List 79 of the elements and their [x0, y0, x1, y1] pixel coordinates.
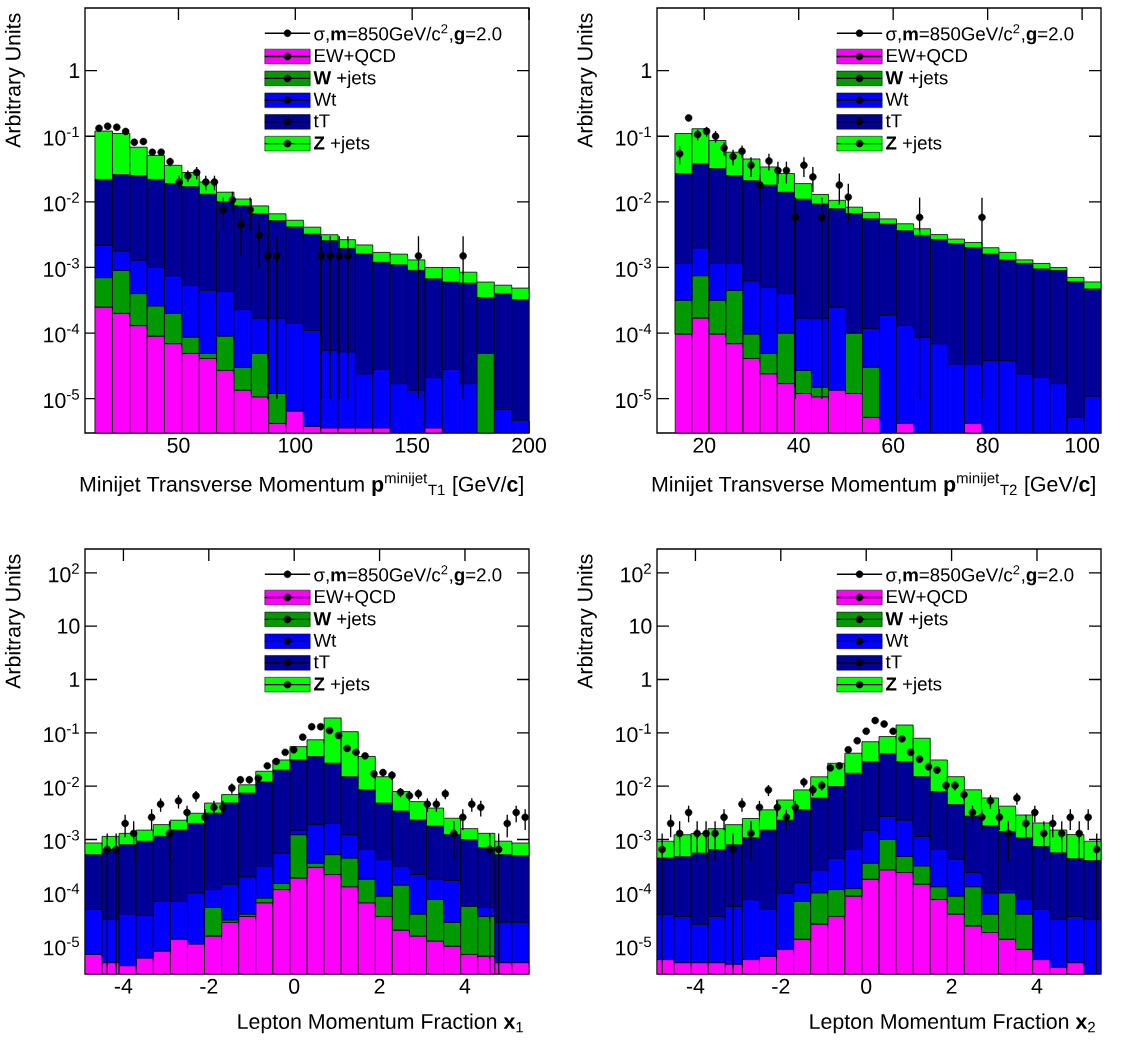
- x-tick-label: 150: [396, 437, 430, 453]
- x-tick-label: 40: [787, 437, 810, 453]
- legend-label: EW+QCD: [887, 48, 968, 66]
- x-tick-label: -2: [200, 978, 218, 994]
- legend-label: σ,m=850GeV/c$^{2}$,g=2.0: [886, 24, 1074, 45]
- legend-label: Wt: [313, 92, 337, 106]
- x-axis-title: Minijet Transverse Momentum p$^{minijet}$$_{T2}$ [GeV/c]: [652, 472, 1095, 496]
- legend-label: σ,m=850GeV/c$^{2}$,g=2.0: [314, 565, 502, 586]
- legend-label: EW+QCD: [315, 589, 396, 607]
- y-tick-label: 10$^{-2}$: [44, 192, 79, 212]
- legend-label: Wt: [885, 92, 909, 106]
- legend-label: σ,m=850GeV/c$^{2}$,g=2.0: [886, 565, 1074, 586]
- y-tick-label: 10$^{-3}$: [44, 829, 79, 849]
- y-tick-label: 10$^{-4}$: [44, 883, 80, 903]
- legend-label: tT: [885, 114, 902, 128]
- y-tick-label: 10$^{-4}$: [44, 323, 80, 343]
- legend-label: EW+QCD: [887, 589, 968, 607]
- x-tick-label: 80: [976, 437, 999, 453]
- x-tick-label: 0: [861, 978, 872, 994]
- y-tick-label: 10$^{-5}$: [44, 389, 79, 409]
- y-tick-label: 10$^{-1}$: [616, 723, 651, 743]
- x-tick-label: 0: [289, 978, 300, 994]
- legend-label: σ,m=850GeV/c$^{2}$,g=2.0: [314, 24, 502, 45]
- legend-label: W +jets: [885, 611, 948, 630]
- y-tick-label: 10$^{-5}$: [44, 936, 79, 956]
- y-tick-label: 10: [630, 618, 652, 634]
- y-axis-title: Arbitrary Units: [576, 554, 597, 689]
- y-tick-label: 10$^{-2}$: [44, 776, 79, 796]
- y-tick-label: 10$^{-5}$: [616, 936, 651, 956]
- legend-label: Z +jets: [314, 676, 370, 695]
- y-tick-label: 10$^{-1}$: [616, 126, 651, 146]
- x-tick-label: 4: [459, 978, 471, 994]
- legend-label: W +jets: [313, 70, 376, 89]
- x-tick-label: 2: [946, 978, 957, 994]
- y-tick-label: 10: [58, 618, 80, 634]
- x-tick-label: 100: [1065, 437, 1100, 453]
- y-axis-title: Arbitrary Units: [4, 554, 25, 689]
- y-tick-label: 1: [70, 672, 80, 687]
- y-tick-label: 10$^{-3}$: [44, 257, 79, 277]
- y-tick-label: 10$^{-3}$: [616, 257, 651, 277]
- x-tick-label: 2: [374, 978, 385, 994]
- legend-label: EW+QCD: [315, 48, 396, 66]
- legend-label: tT: [885, 655, 902, 669]
- legend-label: Wt: [313, 633, 337, 647]
- y-tick-label: 10$^{-3}$: [616, 829, 651, 849]
- x-tick-label: 20: [693, 437, 716, 453]
- y-axis-title: Arbitrary Units: [576, 13, 597, 148]
- x-tick-label: -4: [114, 978, 133, 994]
- legend-label: W +jets: [313, 611, 376, 630]
- y-tick-label: 10$^{-4}$: [616, 883, 652, 903]
- legend-label: Z +jets: [886, 135, 942, 154]
- y-tick-label: 10$^{2}$: [621, 563, 651, 583]
- x-tick-label: 200: [512, 437, 546, 453]
- y-tick-label: 10$^{-1}$: [44, 126, 79, 146]
- legend-label: Z +jets: [886, 676, 942, 695]
- x-tick-label: 100: [279, 437, 313, 453]
- x-tick-label: 50: [167, 437, 190, 453]
- y-tick-label: 10$^{-1}$: [44, 723, 79, 743]
- legend-label: tT: [313, 114, 330, 128]
- y-tick-label: 10$^{-2}$: [616, 192, 651, 212]
- y-tick-label: 1: [70, 63, 80, 78]
- y-tick-label: 1: [642, 672, 652, 687]
- y-axis-title: Arbitrary Units: [4, 13, 25, 148]
- legend-label: tT: [313, 655, 330, 669]
- legend-label: Z +jets: [314, 135, 370, 154]
- x-tick-label: -2: [772, 978, 790, 994]
- y-tick-label: 10$^{-2}$: [616, 776, 651, 796]
- y-tick-label: 10$^{-4}$: [616, 323, 652, 343]
- x-axis-title: Lepton Momentum Fraction x$_{1}$: [238, 1013, 523, 1034]
- y-tick-label: 1: [642, 63, 652, 78]
- legend-label: W +jets: [885, 70, 948, 89]
- y-tick-label: 10$^{-5}$: [616, 389, 651, 409]
- y-tick-label: 10$^{2}$: [49, 563, 79, 583]
- x-axis-title: Minijet Transverse Momentum p$^{minijet}$$_{T1}$ [GeV/c]: [80, 472, 523, 496]
- x-tick-label: 60: [882, 437, 905, 453]
- x-tick-label: -4: [686, 978, 705, 994]
- x-tick-label: 4: [1031, 978, 1043, 994]
- x-axis-title: Lepton Momentum Fraction x$_{2}$: [810, 1013, 1095, 1034]
- legend-label: Wt: [885, 633, 909, 647]
